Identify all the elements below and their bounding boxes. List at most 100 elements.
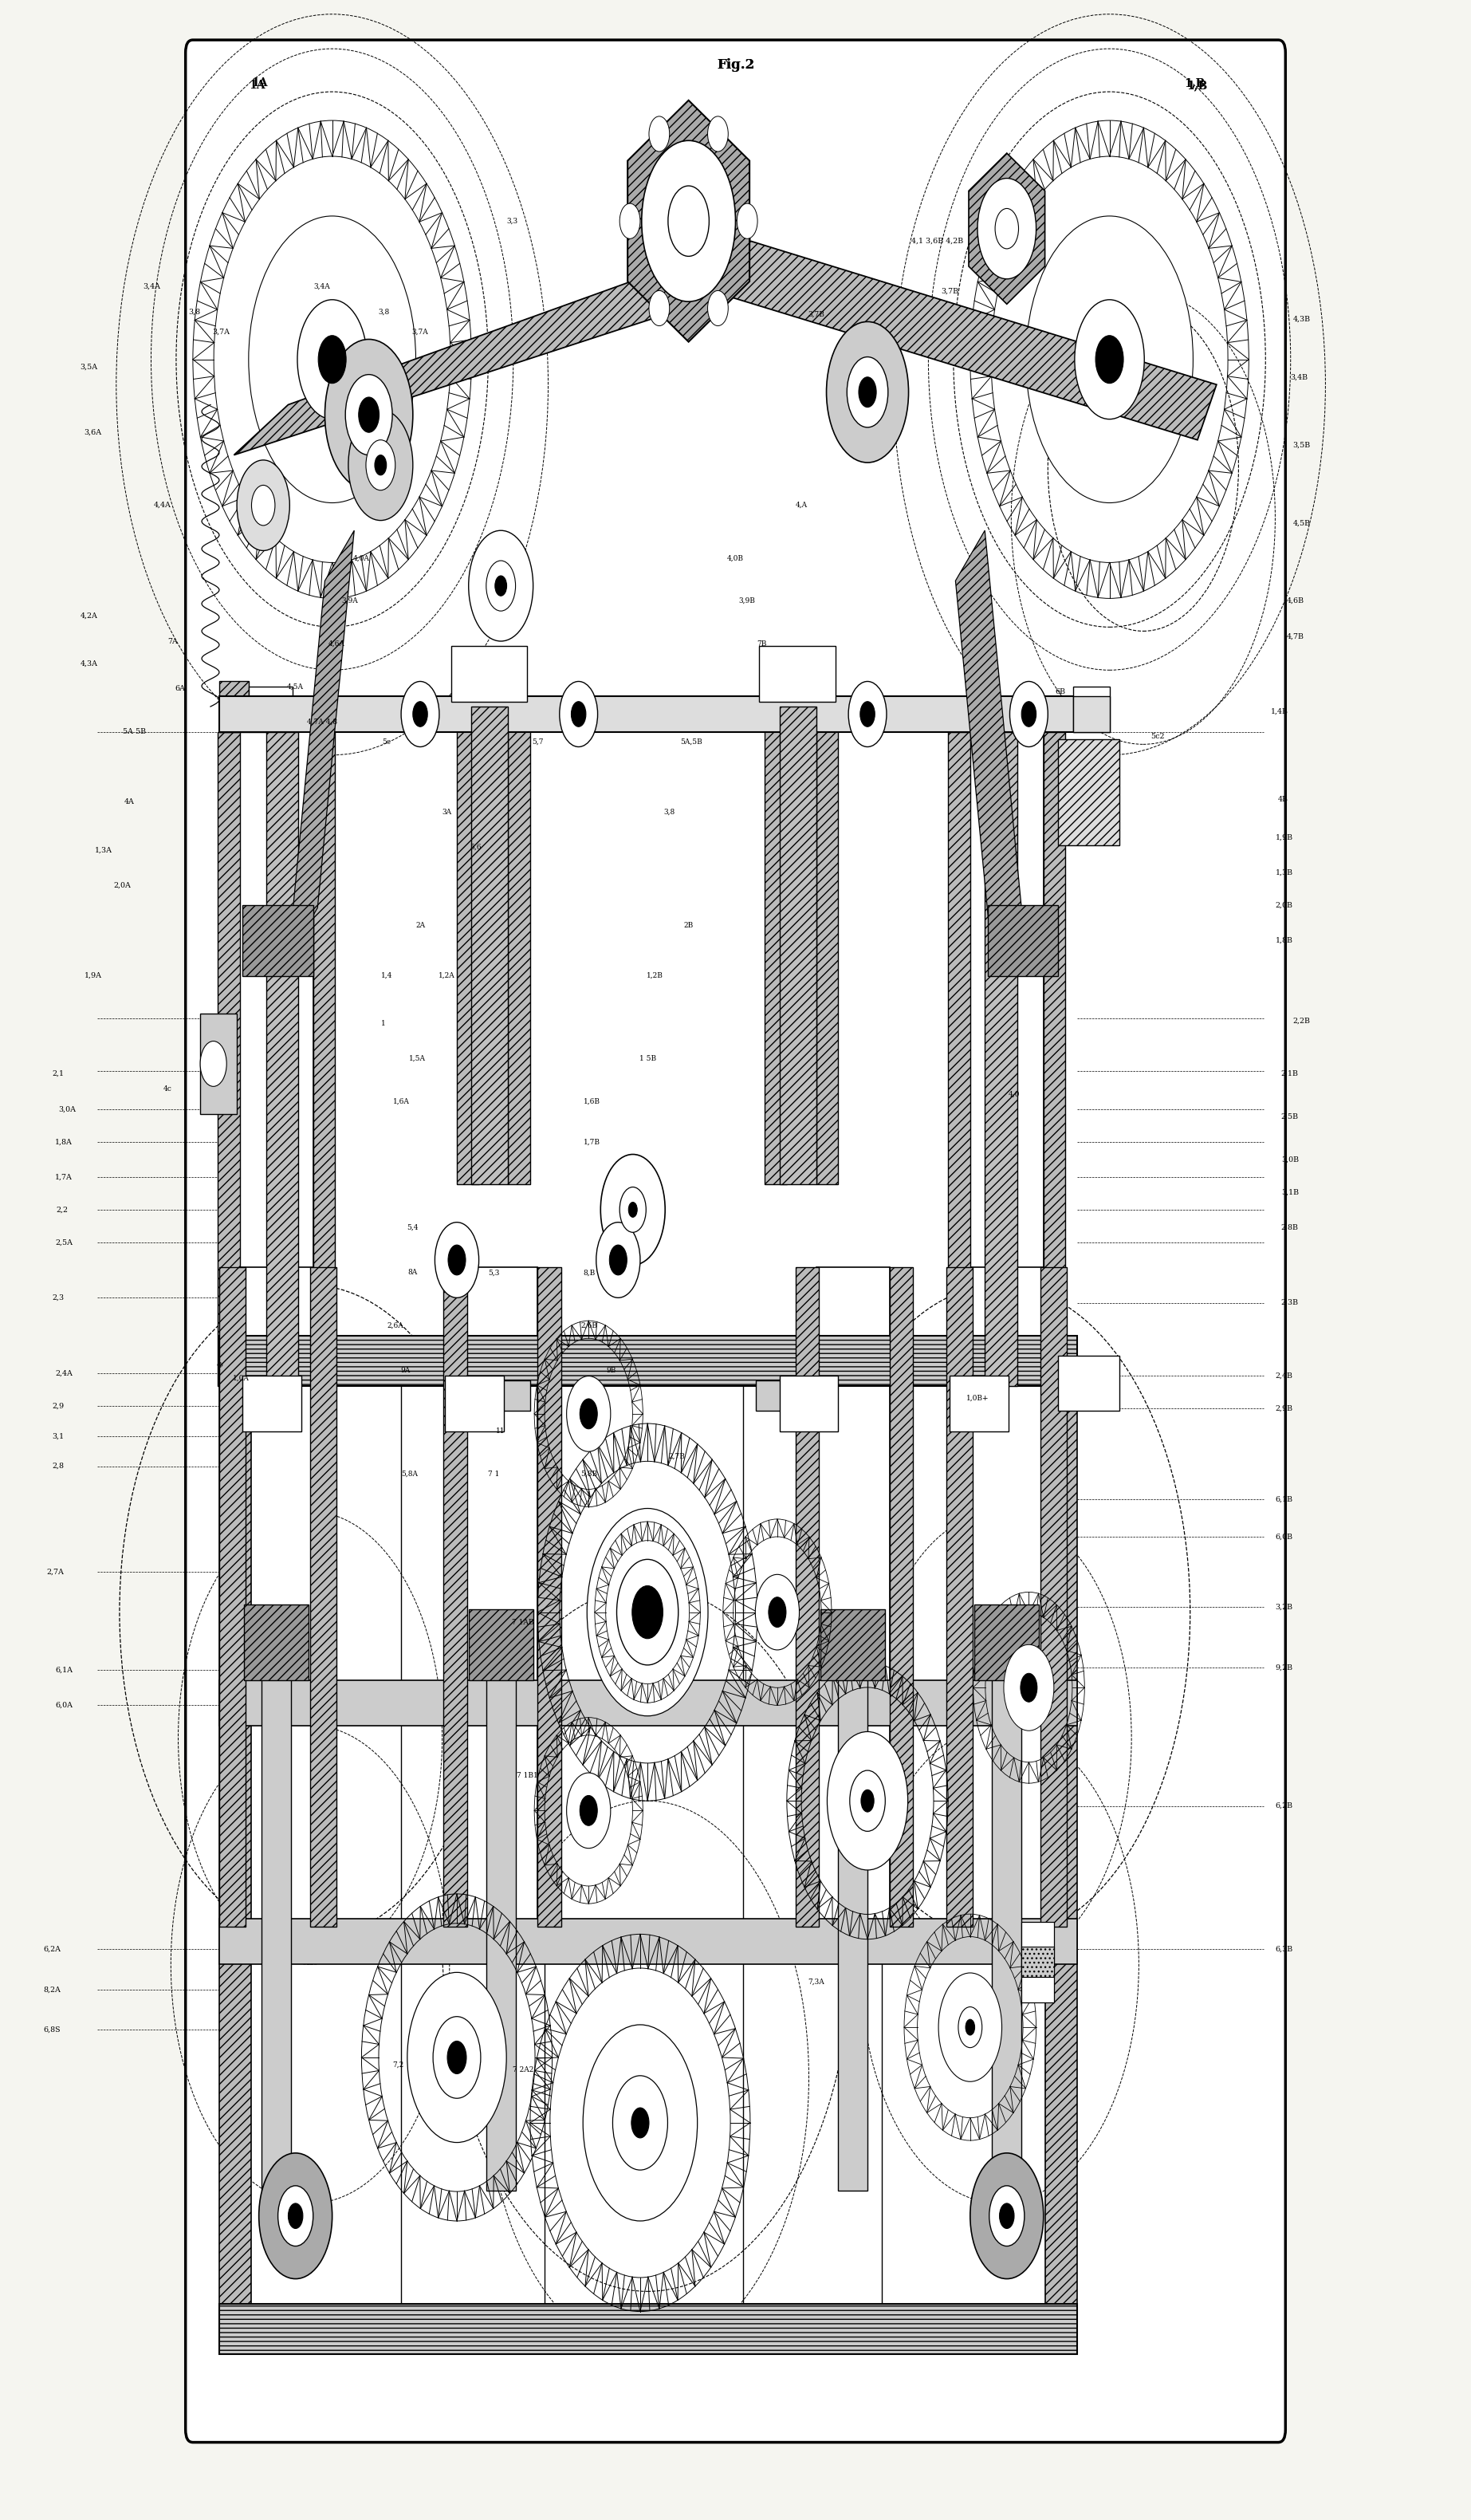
Text: 1A: 1A — [249, 81, 265, 91]
Text: 4,5B: 4,5B — [1293, 519, 1311, 527]
Bar — [444, 1268, 468, 1928]
Circle shape — [755, 1575, 799, 1651]
Bar — [1021, 1923, 1053, 2001]
Circle shape — [609, 1245, 627, 1275]
Circle shape — [494, 575, 506, 595]
Bar — [218, 731, 240, 1386]
Text: 8,2A: 8,2A — [44, 1986, 60, 1993]
Circle shape — [668, 186, 709, 257]
Text: 2,5A: 2,5A — [54, 1240, 72, 1245]
Bar — [838, 1676, 868, 2190]
Text: 2,6B: 2,6B — [581, 1323, 597, 1328]
Text: 4,0A: 4,0A — [353, 554, 369, 562]
Bar — [991, 1676, 1021, 2190]
Text: 5A,5B: 5A,5B — [681, 738, 703, 746]
Text: 4,5A: 4,5A — [287, 683, 304, 690]
Bar — [1058, 1356, 1119, 1411]
Circle shape — [938, 1973, 1002, 2082]
Circle shape — [435, 1222, 480, 1298]
Bar — [816, 706, 838, 1184]
Text: 2,3: 2,3 — [51, 1295, 63, 1300]
Text: 6,0B: 6,0B — [1275, 1532, 1293, 1540]
Circle shape — [297, 300, 368, 418]
Text: 2A: 2A — [415, 922, 425, 930]
Text: 6,0A: 6,0A — [54, 1701, 72, 1709]
Circle shape — [200, 1041, 227, 1086]
Text: 1,7B: 1,7B — [584, 1139, 600, 1147]
Circle shape — [628, 1202, 637, 1217]
Bar — [219, 1681, 1077, 1726]
Circle shape — [237, 461, 290, 549]
Circle shape — [346, 375, 393, 456]
Text: 2,8: 2,8 — [51, 1462, 63, 1469]
Text: 3,0A: 3,0A — [57, 1106, 75, 1114]
Bar — [457, 706, 480, 1184]
Text: 7,3A: 7,3A — [808, 1978, 824, 1986]
Bar — [240, 1268, 313, 1928]
Text: 4,1 3,6B 4,2B: 4,1 3,6B 4,2B — [912, 237, 964, 244]
Circle shape — [633, 1585, 663, 1638]
Circle shape — [447, 2041, 466, 2074]
Text: 3,5A: 3,5A — [79, 363, 97, 370]
Bar — [780, 1376, 838, 1431]
Text: 3,1: 3,1 — [51, 1431, 63, 1439]
Text: 6A: 6A — [175, 685, 185, 693]
Text: 2,9: 2,9 — [51, 1401, 63, 1409]
Circle shape — [827, 323, 909, 464]
Text: 4,A: 4,A — [796, 501, 808, 509]
Text: 2,7A: 2,7A — [47, 1567, 63, 1575]
Text: 3,0B: 3,0B — [1281, 1157, 1299, 1162]
Circle shape — [413, 701, 428, 726]
Text: 2,4B: 2,4B — [1275, 1371, 1293, 1378]
Text: 1A: 1A — [252, 78, 268, 88]
Circle shape — [768, 1598, 786, 1628]
Bar — [465, 1268, 537, 1928]
Circle shape — [958, 2006, 983, 2049]
Circle shape — [616, 1560, 678, 1666]
Text: 4A: 4A — [124, 799, 134, 806]
Text: 6,1B: 6,1B — [1275, 1494, 1293, 1502]
Text: 1,B: 1,B — [1187, 81, 1208, 91]
Circle shape — [487, 559, 515, 610]
Circle shape — [1096, 335, 1124, 383]
Text: 1,9B: 1,9B — [1275, 834, 1293, 842]
Text: 1,6A: 1,6A — [393, 1099, 409, 1106]
Polygon shape — [956, 532, 1021, 958]
Text: 2,0B: 2,0B — [1275, 902, 1293, 910]
Text: 3,7B: 3,7B — [808, 310, 824, 318]
Text: 3,9A: 3,9A — [341, 597, 357, 605]
Bar — [219, 696, 1075, 731]
Bar — [200, 1013, 237, 1114]
Circle shape — [649, 116, 669, 151]
Text: 3,3: 3,3 — [507, 217, 518, 224]
Circle shape — [619, 204, 640, 239]
Circle shape — [559, 680, 597, 746]
Text: 7 1AB: 7 1AB — [512, 1618, 534, 1625]
Text: 2,0A: 2,0A — [113, 882, 131, 890]
Text: 1,3A: 1,3A — [94, 847, 112, 854]
Text: 7 1: 7 1 — [488, 1469, 499, 1477]
Circle shape — [1021, 1673, 1037, 1701]
Text: 3A: 3A — [441, 809, 452, 816]
Text: 3,2B: 3,2B — [1275, 1603, 1293, 1610]
Polygon shape — [472, 706, 507, 1184]
Circle shape — [1075, 300, 1144, 418]
Text: 4,3A: 4,3A — [79, 660, 97, 668]
Text: 2,1: 2,1 — [51, 1071, 63, 1079]
Bar — [310, 1268, 337, 1928]
Circle shape — [631, 2107, 649, 2137]
Bar — [262, 1676, 291, 2190]
Text: 1: 1 — [381, 1021, 385, 1028]
Text: 5,4: 5,4 — [407, 1225, 419, 1230]
Bar — [219, 1386, 252, 2354]
Text: 3,8: 3,8 — [188, 307, 200, 315]
Text: 3,7B: 3,7B — [941, 287, 959, 295]
Text: 1 5B: 1 5B — [638, 1056, 656, 1063]
Circle shape — [965, 2019, 975, 2036]
Circle shape — [847, 358, 888, 428]
Text: 3,8: 3,8 — [378, 307, 390, 315]
Bar — [987, 905, 1058, 975]
Text: 3,7A: 3,7A — [412, 328, 428, 335]
Circle shape — [566, 1376, 610, 1452]
Bar — [244, 1605, 309, 1681]
